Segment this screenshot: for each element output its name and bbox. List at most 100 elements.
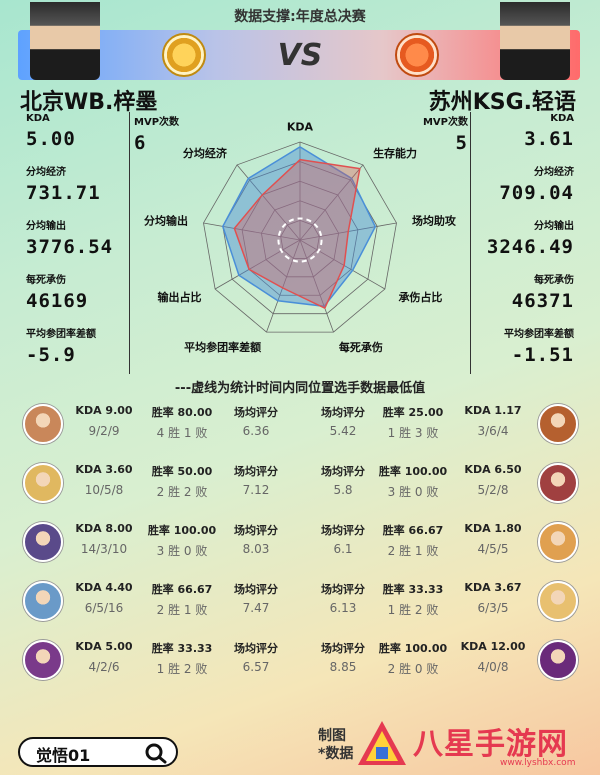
right-hero-score: 5.42	[329, 424, 357, 438]
left-hero-kda: KDA 8.00	[75, 522, 133, 535]
radar-grid-ring	[203, 141, 397, 333]
left-hero-record: 2 胜 2 败	[156, 485, 208, 499]
right-hero-avatar	[538, 522, 578, 562]
left-hero-record: 2 胜 1 败	[156, 603, 208, 617]
mvp-value: 5	[455, 132, 468, 154]
right-hero-score-label: 场均评分	[321, 583, 365, 596]
watermark-logo-icon	[358, 721, 406, 765]
stat-label-kda: KDA	[26, 113, 50, 124]
radar-series-left-player	[221, 146, 377, 308]
hero-row: KDA 5.00 4/2/6 胜率 33.33 1 胜 2 败 场均评分 6.57 场均评分…	[0, 636, 600, 694]
right-hero-avatar	[538, 463, 578, 503]
right-hero-kda: KDA 1.17	[464, 404, 522, 417]
right-hero-win-rate: 胜率 25.00	[382, 406, 444, 419]
right-hero-win-rate: 胜率 66.67	[382, 524, 444, 537]
stat-value-gold: 731.71	[26, 182, 101, 204]
left-hero-score-label: 场均评分	[234, 583, 278, 596]
watermark: 八星手游网 www.lyshbx.com	[350, 715, 600, 775]
stat-value-tank: 46371	[511, 290, 574, 312]
left-player-stats: KDA 5.00 分均经济 731.71 分均输出 3776.54 每死承伤 4…	[20, 112, 130, 374]
right-hero-avatar	[538, 404, 578, 444]
radar-axis-line	[266, 239, 301, 333]
left-hero-score: 6.36	[242, 424, 270, 438]
mvp-label: MVP次数	[422, 117, 468, 128]
left-hero-kda: KDA 5.00	[75, 640, 133, 653]
right-hero-kda: KDA 6.50	[464, 463, 522, 476]
hero-row: KDA 8.00 14/3/10 胜率 100.00 3 胜 0 败 场均评分 8.03 场…	[0, 518, 600, 576]
vs-banner	[18, 30, 580, 80]
left-hero-kda-detail: 6/5/16	[84, 601, 124, 615]
radar-axis-line	[299, 239, 334, 333]
radar-axis-label: 承伤占比	[398, 290, 442, 304]
left-hero-score: 7.47	[242, 601, 270, 615]
left-player-photo	[30, 2, 100, 80]
stat-label-tank: 每死承伤	[534, 275, 574, 286]
right-hero-score: 5.8	[333, 483, 353, 497]
search-box[interactable]: 觉悟01	[18, 737, 178, 767]
right-hero-kda-detail: 4/0/8	[477, 660, 509, 674]
left-hero-kda: KDA 4.40	[75, 581, 133, 594]
stat-label-tank: 每死承伤	[26, 275, 66, 286]
right-hero-record: 2 胜 0 败	[387, 662, 439, 676]
radar-axis-label: 场均助攻	[412, 213, 457, 227]
right-hero-score: 8.85	[329, 660, 357, 674]
right-hero-win-rate: 胜率 100.00	[378, 465, 448, 478]
right-hero-record: 2 胜 1 败	[387, 544, 439, 558]
left-hero-avatar	[23, 463, 63, 503]
right-hero-avatar	[538, 640, 578, 680]
left-mvp: MVP次数 6	[134, 116, 179, 170]
stat-value-damage: 3246.49	[486, 236, 574, 258]
radar-grid-ring	[260, 200, 340, 278]
left-hero-kda-detail: 10/5/8	[84, 483, 124, 497]
stat-label-kda: KDA	[550, 113, 574, 124]
right-hero-score-label: 场均评分	[321, 465, 365, 478]
page-title: 数据支撑:年度总决赛	[234, 9, 366, 25]
radar-min-dashed-line	[277, 217, 323, 263]
left-hero-record: 3 胜 0 败	[156, 544, 208, 558]
radar-axis-label: 生存能力	[373, 146, 417, 160]
radar-axis-line	[214, 239, 301, 290]
right-hero-score-label: 场均评分	[321, 524, 365, 537]
stat-label-teamfight: 平均参团率差额	[26, 329, 96, 340]
right-hero-score-label: 场均评分	[321, 406, 365, 419]
right-hero-kda: KDA 3.67	[464, 581, 522, 594]
left-hero-score-label: 场均评分	[234, 642, 278, 655]
hero-row: KDA 9.00 9/2/9 胜率 80.00 4 胜 1 败 场均评分 6.36 场均评分…	[0, 400, 600, 458]
credit-text: 制图 *数据	[318, 727, 353, 763]
search-icon[interactable]	[144, 742, 168, 764]
left-hero-score: 7.12	[242, 483, 270, 497]
radar-axis-label: 分均输出	[144, 213, 188, 227]
watermark-text: 八星手游网	[413, 727, 568, 762]
mvp-value: 6	[134, 132, 147, 154]
radar-axis-label: 分均经济	[183, 146, 228, 160]
stat-label-damage: 分均输出	[26, 221, 66, 232]
right-hero-kda-detail: 3/6/4	[477, 424, 509, 438]
right-player-name: 苏州KSG.轻语	[428, 90, 576, 115]
hero-row: KDA 4.40 6/5/16 胜率 66.67 2 胜 1 败 场均评分 7.47 场均评…	[0, 577, 600, 635]
left-hero-kda-detail: 4/2/6	[88, 660, 120, 674]
right-hero-kda-detail: 6/3/5	[477, 601, 509, 615]
right-player-photo	[500, 2, 570, 80]
chart-note: ---虚线为统计时间内同位置选手数据最低值	[174, 381, 426, 396]
left-hero-avatar	[23, 404, 63, 444]
wb-team-logo	[162, 33, 206, 77]
radar-series-right-player	[233, 158, 361, 310]
right-hero-record: 3 胜 0 败	[387, 485, 439, 499]
radar-axis-label: 输出占比	[158, 290, 202, 304]
left-player-name: 北京WB.梓墨	[20, 90, 158, 115]
radar-axis-line	[299, 164, 364, 241]
radar-grid-ring	[241, 180, 359, 296]
stat-value-gold: 709.04	[499, 182, 574, 204]
right-hero-record: 1 胜 3 败	[387, 426, 439, 440]
stat-label-teamfight: 平均参团率差额	[504, 329, 574, 340]
left-hero-win-rate: 胜率 33.33	[151, 642, 213, 655]
left-hero-record: 4 胜 1 败	[156, 426, 208, 440]
left-hero-score-label: 场均评分	[234, 465, 278, 478]
search-label: 觉悟01	[36, 746, 91, 765]
right-hero-score: 6.13	[329, 601, 357, 615]
left-hero-score: 8.03	[242, 542, 270, 556]
right-hero-score-label: 场均评分	[321, 642, 365, 655]
stat-value-damage: 3776.54	[26, 236, 114, 258]
radar-axis-line	[203, 222, 301, 241]
right-hero-kda: KDA 12.00	[460, 640, 526, 653]
